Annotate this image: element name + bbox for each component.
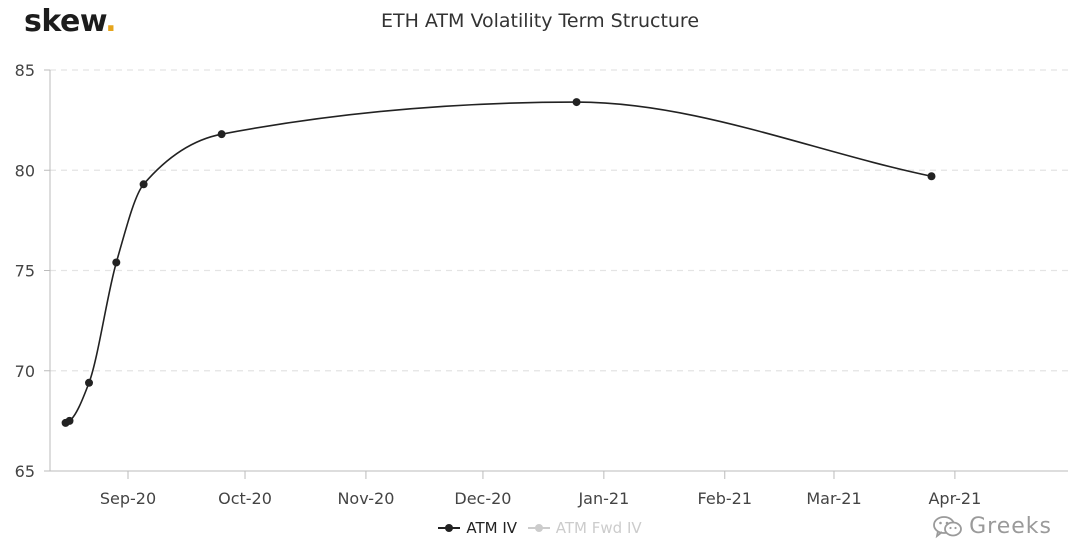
x-tick-label: Nov-20 [337,489,394,508]
data-point-atm-iv [927,172,936,181]
series-line-atm-iv [65,101,932,424]
chart-area: 65 70 75 80 85 Sep-20 Oct-20 Nov-20 Dec-20 Jan-21… [15,61,1068,508]
legend-item-atm-iv[interactable]: ATM IV [438,519,517,537]
chart-legend: ATM IV ATM Fwd IV [0,519,1080,537]
wechat-icon [933,515,963,538]
series-atm-iv[interactable] [61,98,936,427]
greeks-watermark: Greeks [933,514,1052,539]
watermark-text: Greeks [969,514,1052,539]
data-point-atm-iv [85,378,94,387]
x-tick-label: Oct-20 [218,489,272,508]
chart-title: ETH ATM Volatility Term Structure [380,10,700,32]
legend-item-atm-fwd-iv[interactable]: ATM Fwd IV [527,519,642,537]
x-tick-label: Jan-21 [577,489,629,508]
x-tick-label: Dec-20 [454,489,511,508]
data-point-atm-iv [65,416,74,425]
y-tick-label: 80 [15,161,35,180]
data-point-atm-iv [139,180,148,189]
y-tick-label: 75 [15,262,35,281]
legend-marker-atm-iv [438,523,461,533]
x-tick-label: Feb-21 [698,489,752,508]
tick-labels: 65 70 75 80 85 Sep-20 Oct-20 Nov-20 Dec-20 Jan-21… [15,61,982,508]
grid-lines [50,69,1068,372]
x-tick-label: Apr-21 [928,489,981,508]
data-point-atm-iv [217,130,226,139]
data-point-atm-iv [112,258,121,267]
legend-marker-atm-fwd-iv [527,523,550,533]
legend-label-atm-iv: ATM IV [466,519,518,537]
y-tick-label: 70 [15,362,35,381]
axes [44,69,1068,479]
x-tick-label: Mar-21 [806,489,861,508]
legend-label-atm-fwd-iv: ATM Fwd IV [555,519,642,537]
x-tick-label: Sep-20 [100,489,156,508]
y-tick-label: 65 [15,462,35,481]
data-point-atm-iv [572,98,581,107]
skew-logo: skew. [24,4,117,39]
y-tick-label: 85 [15,61,35,80]
